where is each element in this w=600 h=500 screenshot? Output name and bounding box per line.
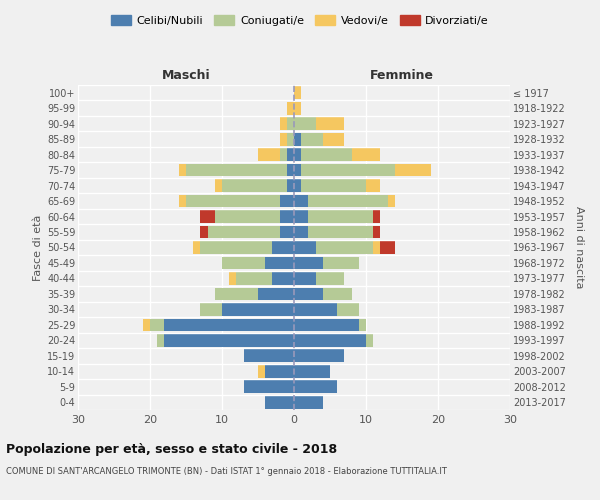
Bar [337, 303, 359, 316]
Bar [366, 334, 373, 346]
Bar [294, 288, 323, 300]
Bar [164, 318, 294, 331]
Bar [215, 179, 222, 192]
Bar [265, 365, 294, 378]
Bar [200, 226, 208, 238]
Bar [388, 194, 395, 207]
Text: Popolazione per età, sesso e stato civile - 2018: Popolazione per età, sesso e stato civil… [6, 442, 337, 456]
Text: Maschi: Maschi [161, 69, 211, 82]
Bar [294, 226, 308, 238]
Bar [280, 118, 287, 130]
Bar [294, 256, 323, 270]
Bar [258, 148, 280, 161]
Bar [287, 164, 294, 176]
Bar [294, 303, 337, 316]
Bar [373, 226, 380, 238]
Bar [294, 396, 323, 408]
Bar [323, 288, 352, 300]
Bar [294, 334, 366, 346]
Bar [193, 241, 200, 254]
Bar [366, 179, 380, 192]
Text: Femmine: Femmine [370, 69, 434, 82]
Text: COMUNE DI SANT'ARCANGELO TRIMONTE (BN) - Dati ISTAT 1° gennaio 2018 - Elaborazio: COMUNE DI SANT'ARCANGELO TRIMONTE (BN) -… [6, 468, 447, 476]
Bar [200, 241, 272, 254]
Bar [373, 241, 380, 254]
Bar [294, 210, 308, 223]
Bar [258, 365, 265, 378]
Bar [294, 194, 308, 207]
Bar [294, 365, 330, 378]
Bar [179, 194, 186, 207]
Bar [301, 148, 352, 161]
Bar [186, 194, 280, 207]
Bar [280, 148, 287, 161]
Bar [222, 303, 294, 316]
Bar [301, 164, 395, 176]
Bar [294, 380, 337, 393]
Y-axis label: Anni di nascita: Anni di nascita [574, 206, 584, 288]
Bar [294, 118, 316, 130]
Bar [157, 334, 164, 346]
Bar [301, 133, 323, 145]
Bar [200, 210, 215, 223]
Bar [280, 210, 294, 223]
Bar [208, 226, 280, 238]
Bar [280, 133, 287, 145]
Bar [294, 350, 344, 362]
Bar [294, 318, 359, 331]
Bar [373, 210, 380, 223]
Bar [294, 148, 301, 161]
Bar [380, 241, 395, 254]
Bar [287, 133, 294, 145]
Bar [308, 226, 373, 238]
Bar [272, 272, 294, 285]
Y-axis label: Fasce di età: Fasce di età [32, 214, 43, 280]
Bar [215, 288, 258, 300]
Bar [186, 164, 287, 176]
Bar [272, 241, 294, 254]
Bar [150, 318, 164, 331]
Bar [215, 210, 280, 223]
Bar [294, 133, 301, 145]
Bar [287, 148, 294, 161]
Bar [352, 148, 380, 161]
Bar [244, 380, 294, 393]
Bar [244, 350, 294, 362]
Bar [294, 241, 316, 254]
Bar [359, 318, 366, 331]
Bar [294, 86, 301, 99]
Bar [287, 102, 294, 115]
Bar [316, 118, 344, 130]
Bar [280, 226, 294, 238]
Bar [258, 288, 294, 300]
Bar [395, 164, 431, 176]
Bar [294, 179, 301, 192]
Bar [308, 194, 388, 207]
Bar [179, 164, 186, 176]
Bar [222, 179, 287, 192]
Bar [323, 256, 359, 270]
Bar [323, 133, 344, 145]
Bar [316, 272, 344, 285]
Bar [287, 118, 294, 130]
Bar [265, 396, 294, 408]
Bar [294, 102, 301, 115]
Legend: Celibi/Nubili, Coniugati/e, Vedovi/e, Divorziati/e: Celibi/Nubili, Coniugati/e, Vedovi/e, Di… [107, 10, 493, 30]
Bar [229, 272, 236, 285]
Bar [265, 256, 294, 270]
Bar [316, 241, 373, 254]
Bar [308, 210, 373, 223]
Bar [280, 194, 294, 207]
Bar [236, 272, 272, 285]
Bar [287, 179, 294, 192]
Bar [222, 256, 265, 270]
Bar [200, 303, 222, 316]
Bar [164, 334, 294, 346]
Bar [301, 179, 366, 192]
Bar [294, 164, 301, 176]
Bar [143, 318, 150, 331]
Bar [294, 272, 316, 285]
